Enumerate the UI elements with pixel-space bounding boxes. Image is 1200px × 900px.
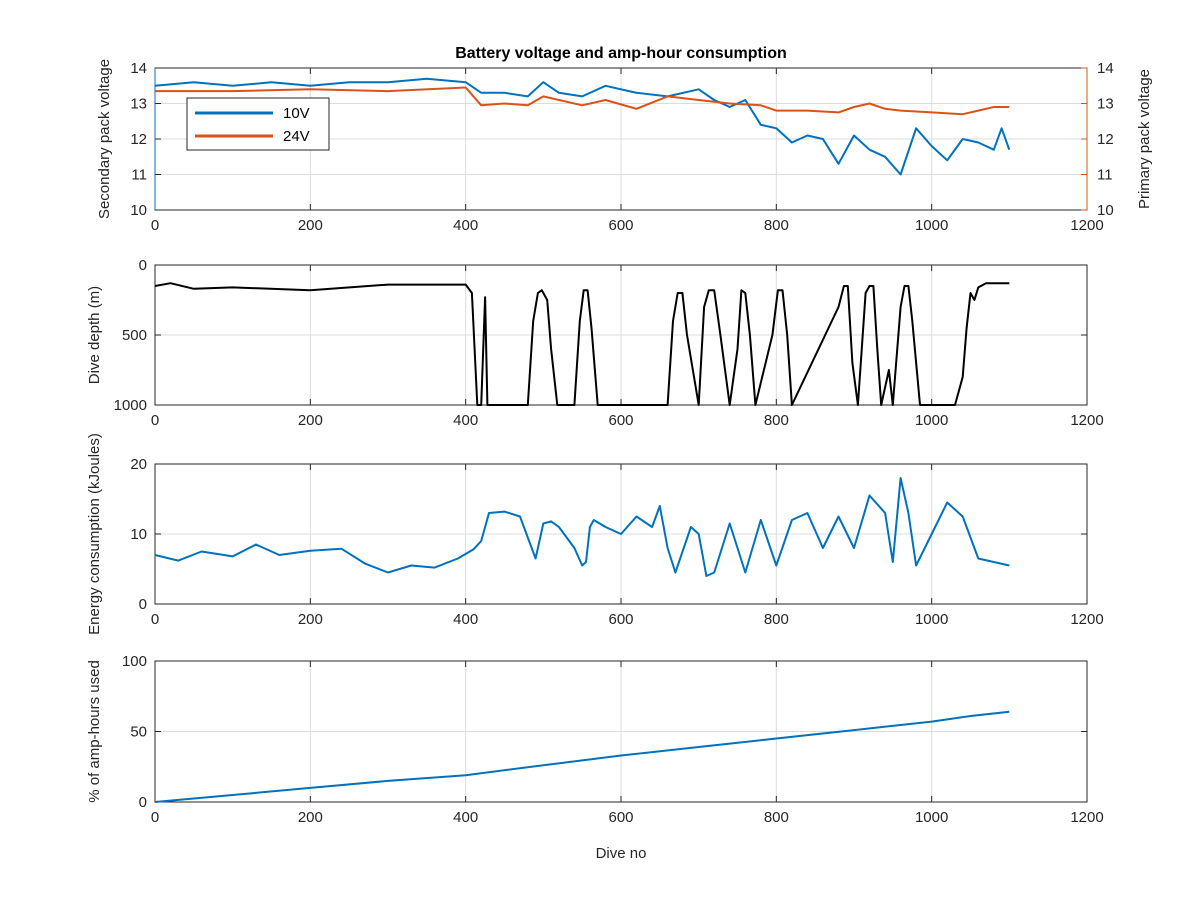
x-tick-label: 0 [151, 809, 159, 826]
x-tick-label: 400 [453, 412, 478, 429]
y-tick-label: 10 [130, 526, 147, 543]
legend-box [186, 97, 330, 151]
x-tick-label: 1200 [1070, 217, 1103, 234]
y-right-tick-label: 14 [1097, 60, 1114, 77]
x-tick-label: 400 [453, 217, 478, 234]
y-tick-label: 0 [139, 596, 147, 613]
x-tick-label: 400 [453, 809, 478, 826]
y-tick-label: 13 [130, 96, 147, 113]
y-right-tick-label: 10 [1097, 202, 1114, 219]
y-tick-label: 11 [131, 167, 147, 184]
x-tick-label: 200 [298, 217, 323, 234]
subplot-3: 0 200 400 600 800 1000 1200 0 10 20 Energy consump… [86, 433, 1104, 635]
x-tick-label: 200 [298, 412, 323, 429]
y-tick-label: 12 [130, 131, 147, 148]
x-tick-label: 800 [764, 809, 789, 826]
x-tick-label: 600 [608, 611, 633, 628]
x-tick-label: 0 [151, 611, 159, 628]
series-line-s1 [154, 477, 1010, 577]
series-line-s1 [154, 282, 1010, 406]
x-tick-label: 1000 [915, 412, 948, 429]
x-tick-label: 600 [608, 412, 633, 429]
y-axis-label: % of amp-hours used [86, 660, 103, 803]
x-tick-label: 800 [764, 217, 789, 234]
y-tick-label: 100 [122, 653, 147, 670]
x-tick-label: 1000 [915, 809, 948, 826]
y-right-tick-label: 11 [1097, 167, 1113, 184]
x-tick-label: 1200 [1070, 611, 1103, 628]
y-tick-label: 0 [139, 257, 147, 274]
legend-label-24v: 24V [283, 128, 310, 145]
x-tick-label: 1200 [1070, 412, 1103, 429]
x-tick-label: 600 [608, 809, 633, 826]
y-tick-label: 0 [139, 794, 147, 811]
subplot-1: 0 200 400 600 800 1000 12001011121314101112131… [96, 59, 1153, 234]
x-tick-label: 1200 [1070, 809, 1103, 826]
y-axis-label: Secondary pack voltage [96, 59, 113, 219]
y-tick-label: 50 [130, 724, 147, 741]
y-tick-label: 500 [122, 327, 147, 344]
x-tick-label: 800 [764, 611, 789, 628]
x-tick-label: 400 [453, 611, 478, 628]
x-axis-label: Dive no [596, 845, 647, 862]
x-tick-label: 1000 [915, 611, 948, 628]
plots-container: 0 200 400 600 800 1000 12001011121314101112131… [86, 59, 1153, 862]
subplot-2: 0 200 400 600 800 1000 1200 0 500 1000 Dive depth … [86, 257, 1104, 429]
x-tick-label: 200 [298, 611, 323, 628]
y-right-tick-label: 13 [1097, 96, 1114, 113]
x-tick-label: 1000 [915, 217, 948, 234]
y-axis-label: Dive depth (m) [86, 286, 103, 384]
y-axis-label: Energy consumption (kJoules) [86, 433, 103, 635]
subplot-4: 0 200 400 600 800 1000 1200 0 50 100 % of amp-hour… [86, 653, 1104, 862]
y-tick-label: 10 [130, 202, 147, 219]
x-tick-label: 0 [151, 217, 159, 234]
series-line-24v [155, 86, 1010, 116]
series-line-s1 [154, 710, 1010, 803]
y-right-tick-label: 12 [1097, 131, 1114, 148]
x-tick-label: 200 [298, 809, 323, 826]
y-tick-label: 20 [130, 456, 147, 473]
x-tick-label: 0 [151, 412, 159, 429]
x-tick-label: 800 [764, 412, 789, 429]
legend-label-10v: 10V [283, 105, 310, 122]
y-tick-label: 1000 [114, 397, 147, 414]
y-tick-label: 14 [130, 60, 147, 77]
y-right-axis-label: Primary pack voltage [1136, 69, 1153, 209]
x-tick-label: 600 [608, 217, 633, 234]
figure-title: Battery voltage and amp-hour consumption [455, 45, 787, 62]
